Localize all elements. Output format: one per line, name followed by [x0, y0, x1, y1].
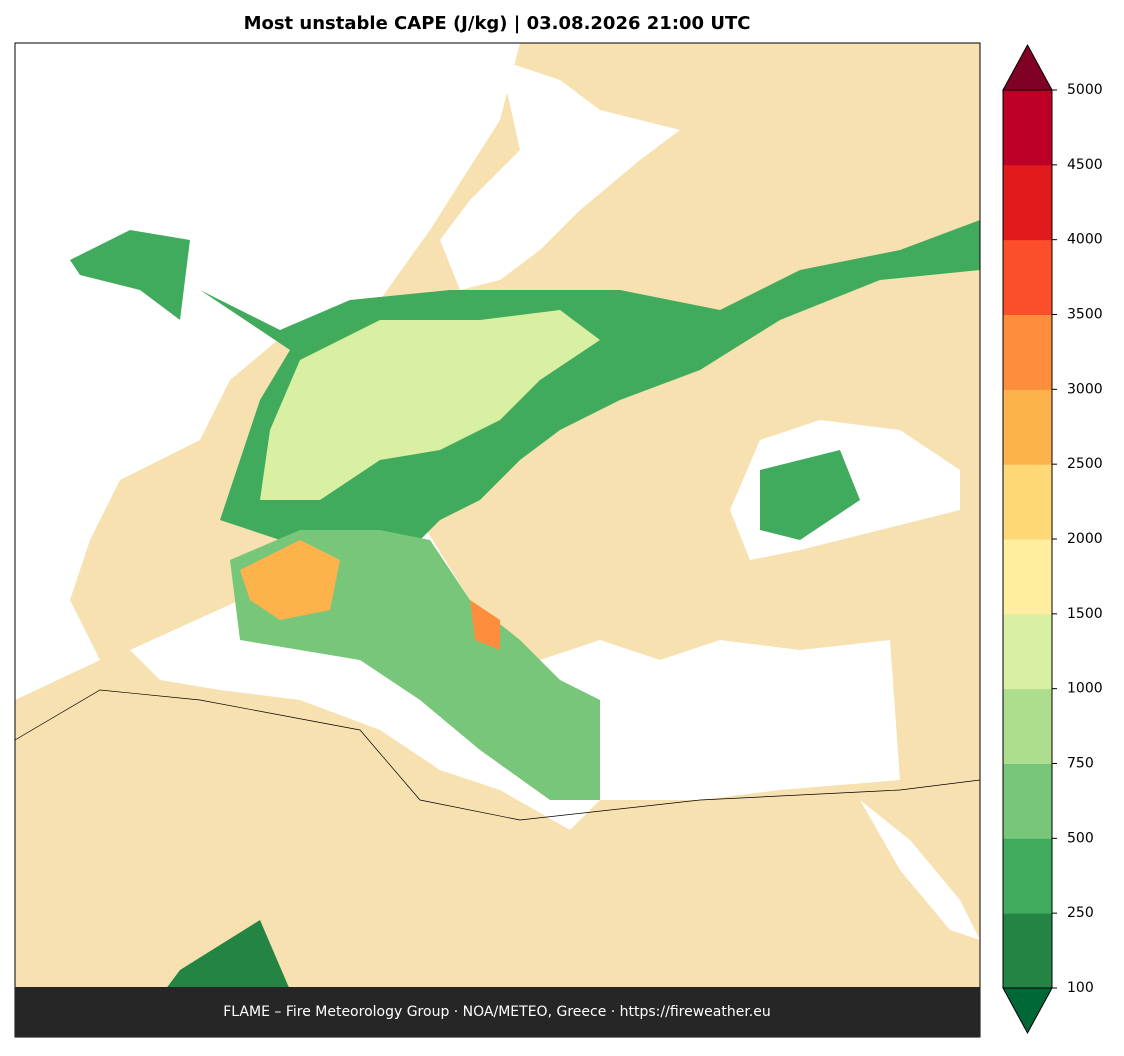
colorbar-tick-label: 3000 — [1067, 381, 1103, 397]
colorbar-band — [1003, 688, 1052, 764]
colorbar-band — [1003, 239, 1052, 315]
colorbar-band — [1003, 464, 1052, 540]
colorbar-band — [1003, 314, 1052, 390]
colorbar-tick-label: 500 — [1067, 830, 1094, 846]
map: FLAME – Fire Meteorology Group · NOA/MET… — [14, 42, 981, 1038]
colorbar-tick-label: 3500 — [1067, 307, 1103, 323]
colorbar: 100 250 500 750 1000 1500 2000 2500 3000 3500 4000… — [1002, 43, 1103, 1035]
colorbar-tick-label: 250 — [1067, 905, 1094, 921]
cape-area — [240, 540, 340, 620]
colorbar-extend-top — [1002, 43, 1053, 91]
red-sea — [860, 800, 980, 940]
cape-area — [260, 310, 600, 500]
colorbar-band — [1003, 763, 1052, 839]
cape-area — [70, 230, 190, 320]
colorbar-band — [1003, 613, 1052, 690]
colorbar-band — [1003, 164, 1052, 241]
coastline — [15, 689, 980, 821]
title: Most unstable CAPE (J/kg) | 03.08.2026 2… — [244, 13, 751, 34]
baltic — [440, 60, 680, 290]
colorbar-tick-label: 2000 — [1067, 531, 1103, 547]
colorbar-tick-label: 4000 — [1067, 232, 1103, 248]
colorbar-extend-bottom — [1002, 987, 1053, 1035]
colorbar-tick-label: 750 — [1067, 756, 1094, 772]
colorbar-tick-label: 5000 — [1067, 82, 1103, 98]
colorbar-band — [1003, 389, 1052, 465]
colorbar-tick-label: 1000 — [1067, 681, 1103, 697]
footer-bar — [15, 987, 980, 1037]
colorbar-tick-label: 100 — [1067, 980, 1094, 996]
colorbar-tick-label: 1500 — [1067, 606, 1103, 622]
colorbar-tick-label: 4500 — [1067, 157, 1103, 173]
footer: FLAME – Fire Meteorology Group · NOA/MET… — [223, 1004, 771, 1020]
colorbar-band — [1003, 913, 1052, 989]
cape-area — [200, 220, 980, 560]
cape-area — [760, 450, 860, 540]
atlantic — [15, 43, 520, 700]
cape-area — [470, 600, 500, 650]
colorbar-band — [1003, 539, 1052, 615]
colorbar-band — [1003, 838, 1052, 914]
colorbar-band — [1003, 90, 1052, 166]
colorbar-tick-label: 2500 — [1067, 456, 1103, 472]
